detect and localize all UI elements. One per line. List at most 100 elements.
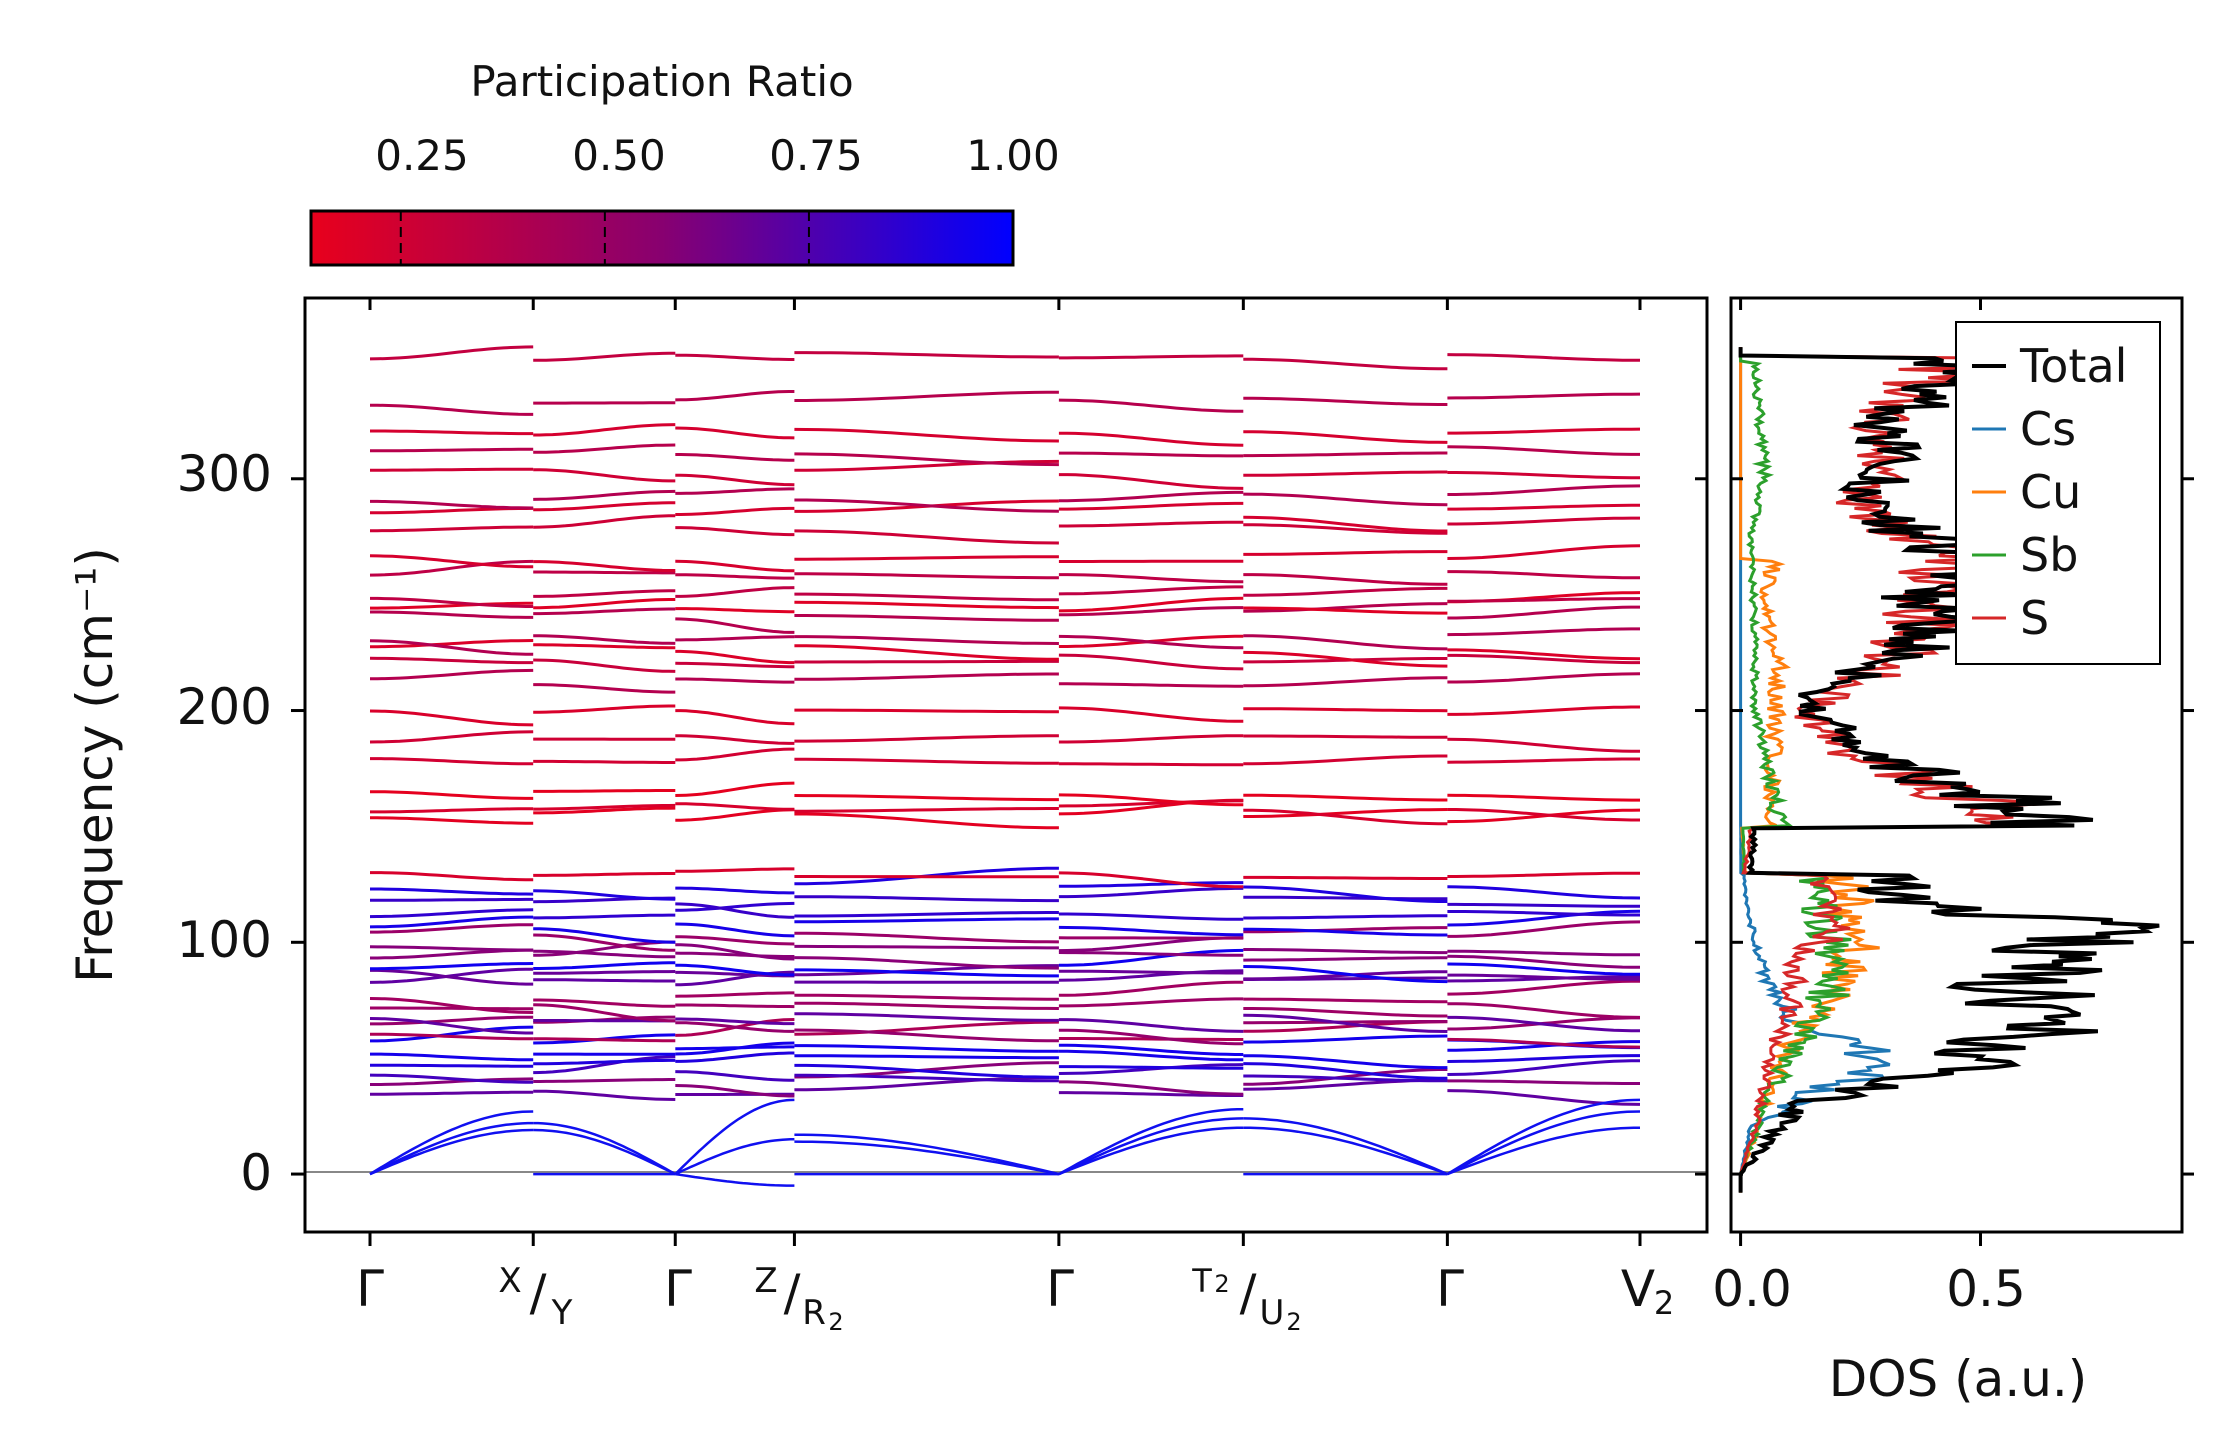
- optical-band: [369, 554, 534, 569]
- kpoint-label-y: Y: [551, 1293, 573, 1333]
- y-tick-label: 200: [177, 678, 272, 736]
- optical-band: [1058, 501, 1244, 511]
- optical-band: [370, 1090, 534, 1096]
- optical-band: [675, 559, 795, 573]
- kpoint-label-x-y: X / Y: [498, 1261, 572, 1333]
- optical-band: [370, 601, 534, 610]
- optical-band: [1243, 550, 1448, 556]
- acoustic-branch: [1446, 1126, 1641, 1176]
- optical-band: [533, 913, 676, 920]
- optical-band: [533, 468, 676, 483]
- optical-band: [1243, 602, 1448, 613]
- optical-band: [1243, 650, 1448, 668]
- optical-band: [675, 867, 795, 873]
- optical-band: [533, 351, 676, 362]
- optical-band: [1447, 1002, 1641, 1019]
- optical-band: [1243, 1013, 1448, 1033]
- optical-band: [794, 708, 1059, 714]
- optical-band: [1447, 949, 1640, 957]
- optical-band: [675, 487, 795, 495]
- optical-band: [1058, 1043, 1244, 1056]
- kpoint-label-subscript: 2: [828, 1308, 843, 1336]
- optical-band: [794, 1054, 1059, 1060]
- optical-band: [1243, 1068, 1448, 1086]
- optical-band: [533, 970, 676, 975]
- dos-x-axis-title: DOS (a.u.): [1829, 1350, 2088, 1408]
- optical-band: [370, 596, 534, 608]
- kpoint-label-superscript: 2: [1214, 1270, 1229, 1298]
- acoustic-branch: [1446, 1098, 1641, 1176]
- optical-band: [1447, 757, 1640, 764]
- optical-band: [1058, 634, 1244, 650]
- optical-band: [1243, 956, 1448, 962]
- optical-band: [1243, 754, 1448, 766]
- optical-band: [794, 572, 1059, 580]
- optical-band: [1447, 962, 1641, 976]
- optical-band: [1447, 871, 1640, 878]
- optical-band: [1058, 762, 1244, 767]
- optical-band: [1447, 605, 1640, 620]
- optical-band: [1058, 997, 1244, 1008]
- acoustic-branch: [674, 1138, 795, 1176]
- legend-label-s: S: [2020, 591, 2049, 645]
- optical-band: [370, 467, 534, 472]
- acoustic-branch: [1058, 1117, 1244, 1176]
- optical-band: [533, 501, 676, 512]
- legend-label-sb: Sb: [2020, 528, 2078, 582]
- optical-band: [533, 806, 676, 815]
- optical-band: [794, 390, 1059, 402]
- optical-band: [1058, 799, 1244, 808]
- optical-band: [675, 573, 795, 580]
- optical-band: [1058, 1091, 1244, 1097]
- optical-band: [1447, 627, 1640, 637]
- optical-band: [675, 886, 795, 895]
- optical-band: [1243, 523, 1448, 535]
- kpoint-slash: /: [1240, 1264, 1257, 1322]
- optical-band: [1058, 653, 1244, 671]
- optical-band: [533, 634, 676, 645]
- optical-band: [1447, 737, 1640, 753]
- band-y-axis-title: Frequency (cm⁻¹): [66, 547, 124, 983]
- optical-band: [1243, 1034, 1448, 1044]
- kpoint-label-gamma: Γ: [356, 1260, 384, 1318]
- optical-band: [675, 808, 795, 822]
- optical-band: [533, 589, 676, 598]
- optical-band: [1058, 734, 1244, 744]
- y-tick-label: 300: [177, 445, 272, 503]
- optical-band: [533, 1078, 676, 1083]
- optical-band: [369, 559, 534, 577]
- optical-band: [533, 598, 676, 610]
- optical-band: [1447, 392, 1641, 400]
- acoustic-branch: [1243, 1117, 1448, 1176]
- optical-band: [794, 644, 1059, 661]
- optical-band: [1058, 948, 1244, 967]
- optical-band: [1058, 490, 1244, 503]
- optical-band: [794, 1073, 1059, 1083]
- optical-band: [1058, 925, 1244, 937]
- acoustic-branch: [674, 1098, 795, 1175]
- acoustic-branch: [1058, 1126, 1244, 1176]
- optical-band: [533, 1055, 676, 1075]
- optical-band: [794, 944, 1059, 950]
- optical-band: [1447, 885, 1641, 900]
- colorbar-ticks: [399, 211, 1014, 265]
- optical-band: [1243, 895, 1448, 901]
- optical-band: [675, 922, 795, 938]
- kpoint-label-subscript: 2: [1654, 1284, 1674, 1322]
- optical-band: [370, 871, 534, 882]
- acoustic-branch: [533, 1128, 676, 1176]
- optical-band: [1058, 886, 1244, 899]
- optical-band: [1243, 885, 1448, 903]
- optical-band: [370, 1052, 534, 1062]
- optical-band: [794, 600, 1059, 610]
- optical-band: [1058, 1065, 1244, 1070]
- optical-band: [1447, 705, 1640, 716]
- dos-series-sb: [1739, 347, 1852, 1193]
- optical-band: [369, 730, 534, 744]
- kpoint-label-gamma: Γ: [1436, 1260, 1464, 1318]
- optical-band: [794, 794, 1059, 802]
- optical-band: [370, 757, 534, 766]
- optical-band: [1058, 1037, 1244, 1041]
- optical-band: [533, 607, 676, 616]
- optical-band: [675, 1003, 795, 1009]
